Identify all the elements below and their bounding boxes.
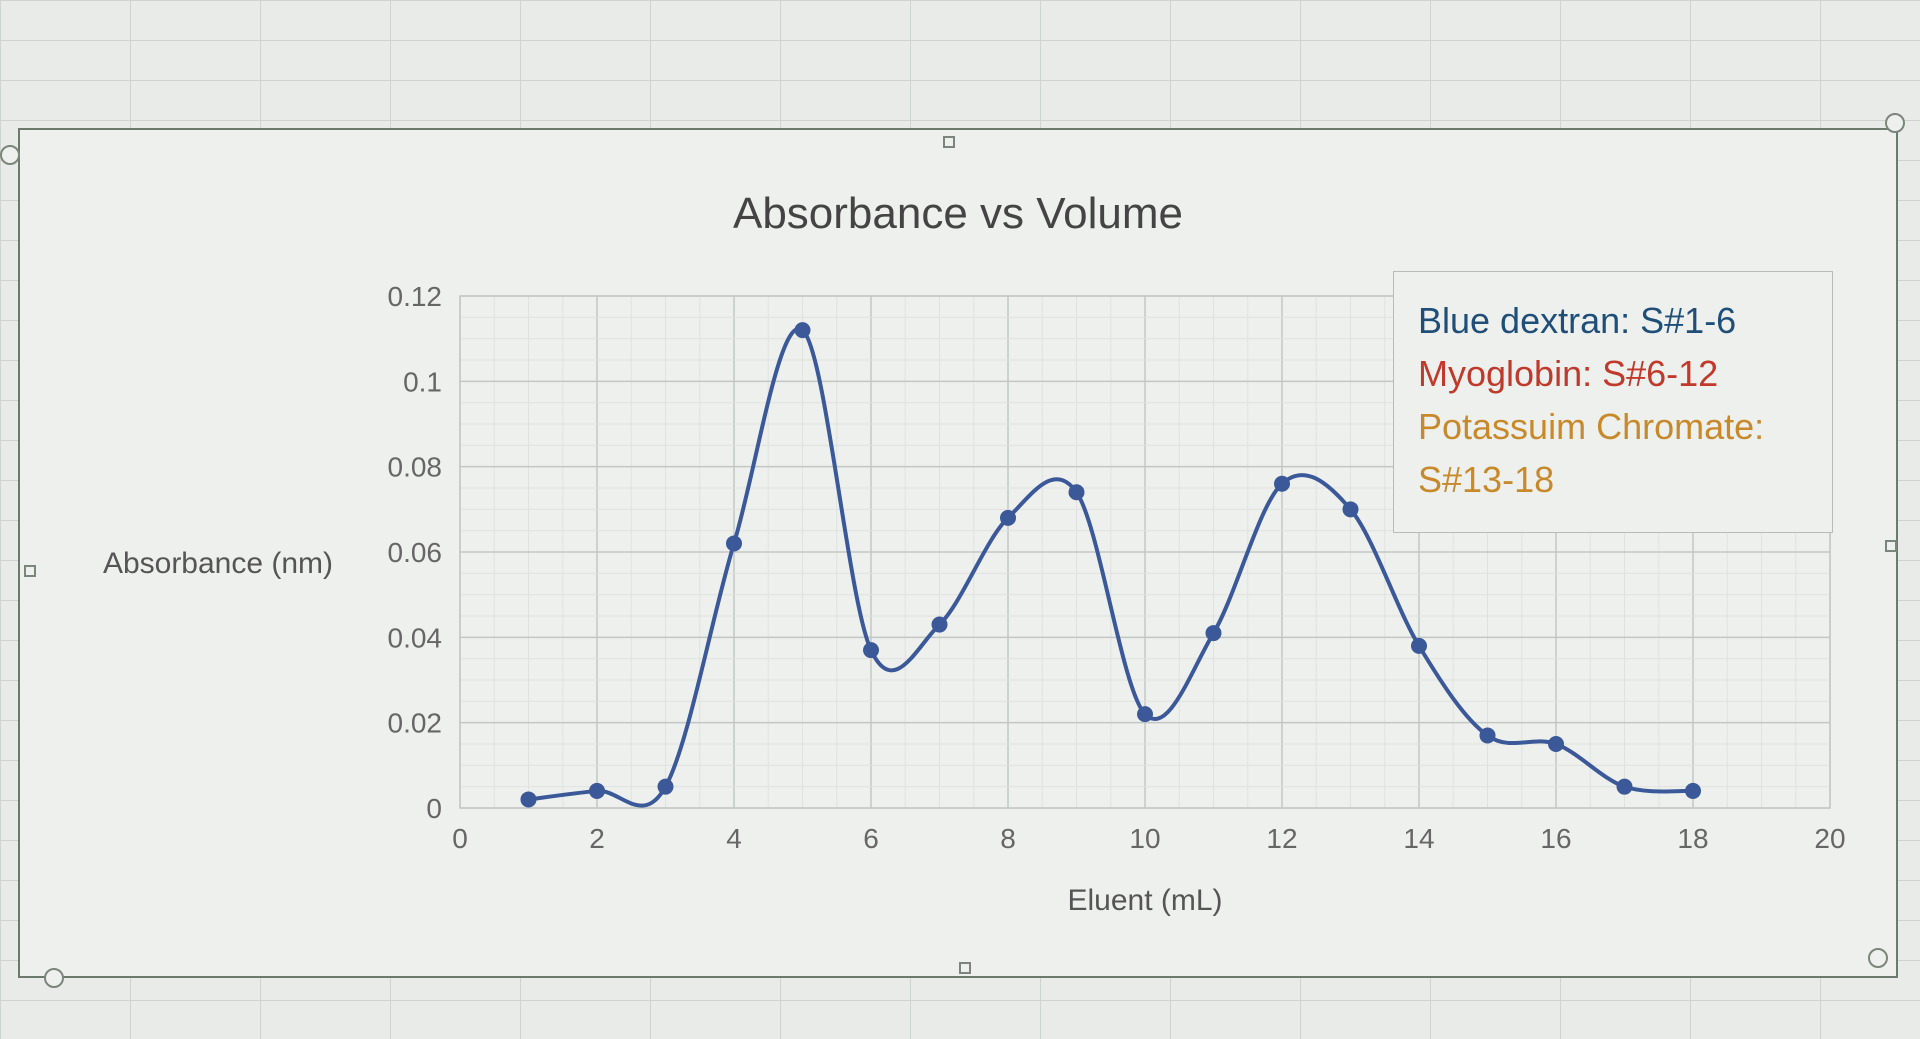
y-axis-label: Absorbance (nm) <box>103 547 333 580</box>
x-tick-label: 6 <box>863 823 879 854</box>
data-point[interactable] <box>863 642 879 659</box>
x-axis-label: Eluent (mL) <box>1067 884 1222 917</box>
data-point[interactable] <box>1137 706 1153 723</box>
data-point[interactable] <box>1548 736 1564 752</box>
data-point[interactable] <box>520 791 537 808</box>
tick-labels: 0 2 4 6 8 10 12 14 16 18 20 0 0.02 0.04 0.06 0.08 0.1 0.1… <box>388 281 1846 854</box>
plot-area <box>459 295 1831 809</box>
data-point[interactable] <box>1685 782 1701 799</box>
data-point[interactable] <box>1000 509 1016 526</box>
x-tick-label: 2 <box>589 823 605 854</box>
x-tick-label: 4 <box>726 823 742 854</box>
data-point[interactable] <box>589 782 605 799</box>
x-tick-label: 20 <box>1814 823 1845 854</box>
data-point[interactable] <box>931 616 948 633</box>
data-point[interactable] <box>1342 501 1359 518</box>
x-tick-label: 18 <box>1677 823 1708 854</box>
data-point[interactable] <box>1616 778 1633 795</box>
y-tick-label: 0.1 <box>403 366 442 397</box>
x-tick-label: 12 <box>1266 823 1297 854</box>
data-point[interactable] <box>1274 475 1290 492</box>
y-tick-label: 0.12 <box>388 281 443 312</box>
data-point[interactable] <box>1205 625 1222 642</box>
resize-handle-bottom-middle[interactable] <box>959 962 971 974</box>
resize-handle-top-middle[interactable] <box>943 136 955 148</box>
resize-handle-middle-left[interactable] <box>24 565 36 577</box>
y-tick-label: 0.04 <box>388 622 443 653</box>
x-tick-label: 16 <box>1540 823 1571 854</box>
x-tick-label: 10 <box>1129 823 1160 854</box>
y-tick-label: 0.08 <box>388 452 443 483</box>
x-tick-label: 0 <box>452 823 468 854</box>
legend-entry-potassium-chromate-samples: S#13-18 <box>1418 459 1555 500</box>
resize-handle-top-right[interactable] <box>1885 113 1905 133</box>
data-point[interactable] <box>726 535 742 552</box>
legend-entry-myoglobin: Myoglobin: S#6-12 <box>1418 353 1719 394</box>
data-point[interactable] <box>794 322 811 339</box>
data-points <box>520 322 1701 808</box>
resize-handle-bottom-right[interactable] <box>1868 948 1888 968</box>
legend-entry-potassium-chromate: Potassuim Chromate: <box>1418 406 1765 447</box>
chart-area[interactable] <box>18 128 1898 978</box>
data-point[interactable] <box>1068 484 1085 501</box>
legend[interactable]: Blue dextran: S#1-6 Myoglobin: S#6-12 Po… <box>1393 271 1833 533</box>
chart-title: Absorbance vs Volume <box>733 189 1183 238</box>
x-tick-label: 8 <box>1000 823 1016 854</box>
legend-entry-blue-dextran: Blue dextran: S#1-6 <box>1418 300 1737 341</box>
resize-handle-middle-right[interactable] <box>1885 540 1897 552</box>
resize-handle-top-left[interactable] <box>0 145 20 165</box>
y-tick-label: 0.02 <box>388 708 443 739</box>
data-point[interactable] <box>1411 637 1427 654</box>
y-tick-label: 0 <box>426 793 442 824</box>
resize-handle-bottom-left[interactable] <box>44 968 64 988</box>
data-point[interactable] <box>1479 727 1496 744</box>
data-point[interactable] <box>657 778 674 795</box>
x-tick-label: 14 <box>1403 823 1434 854</box>
y-tick-label: 0.06 <box>388 537 443 568</box>
